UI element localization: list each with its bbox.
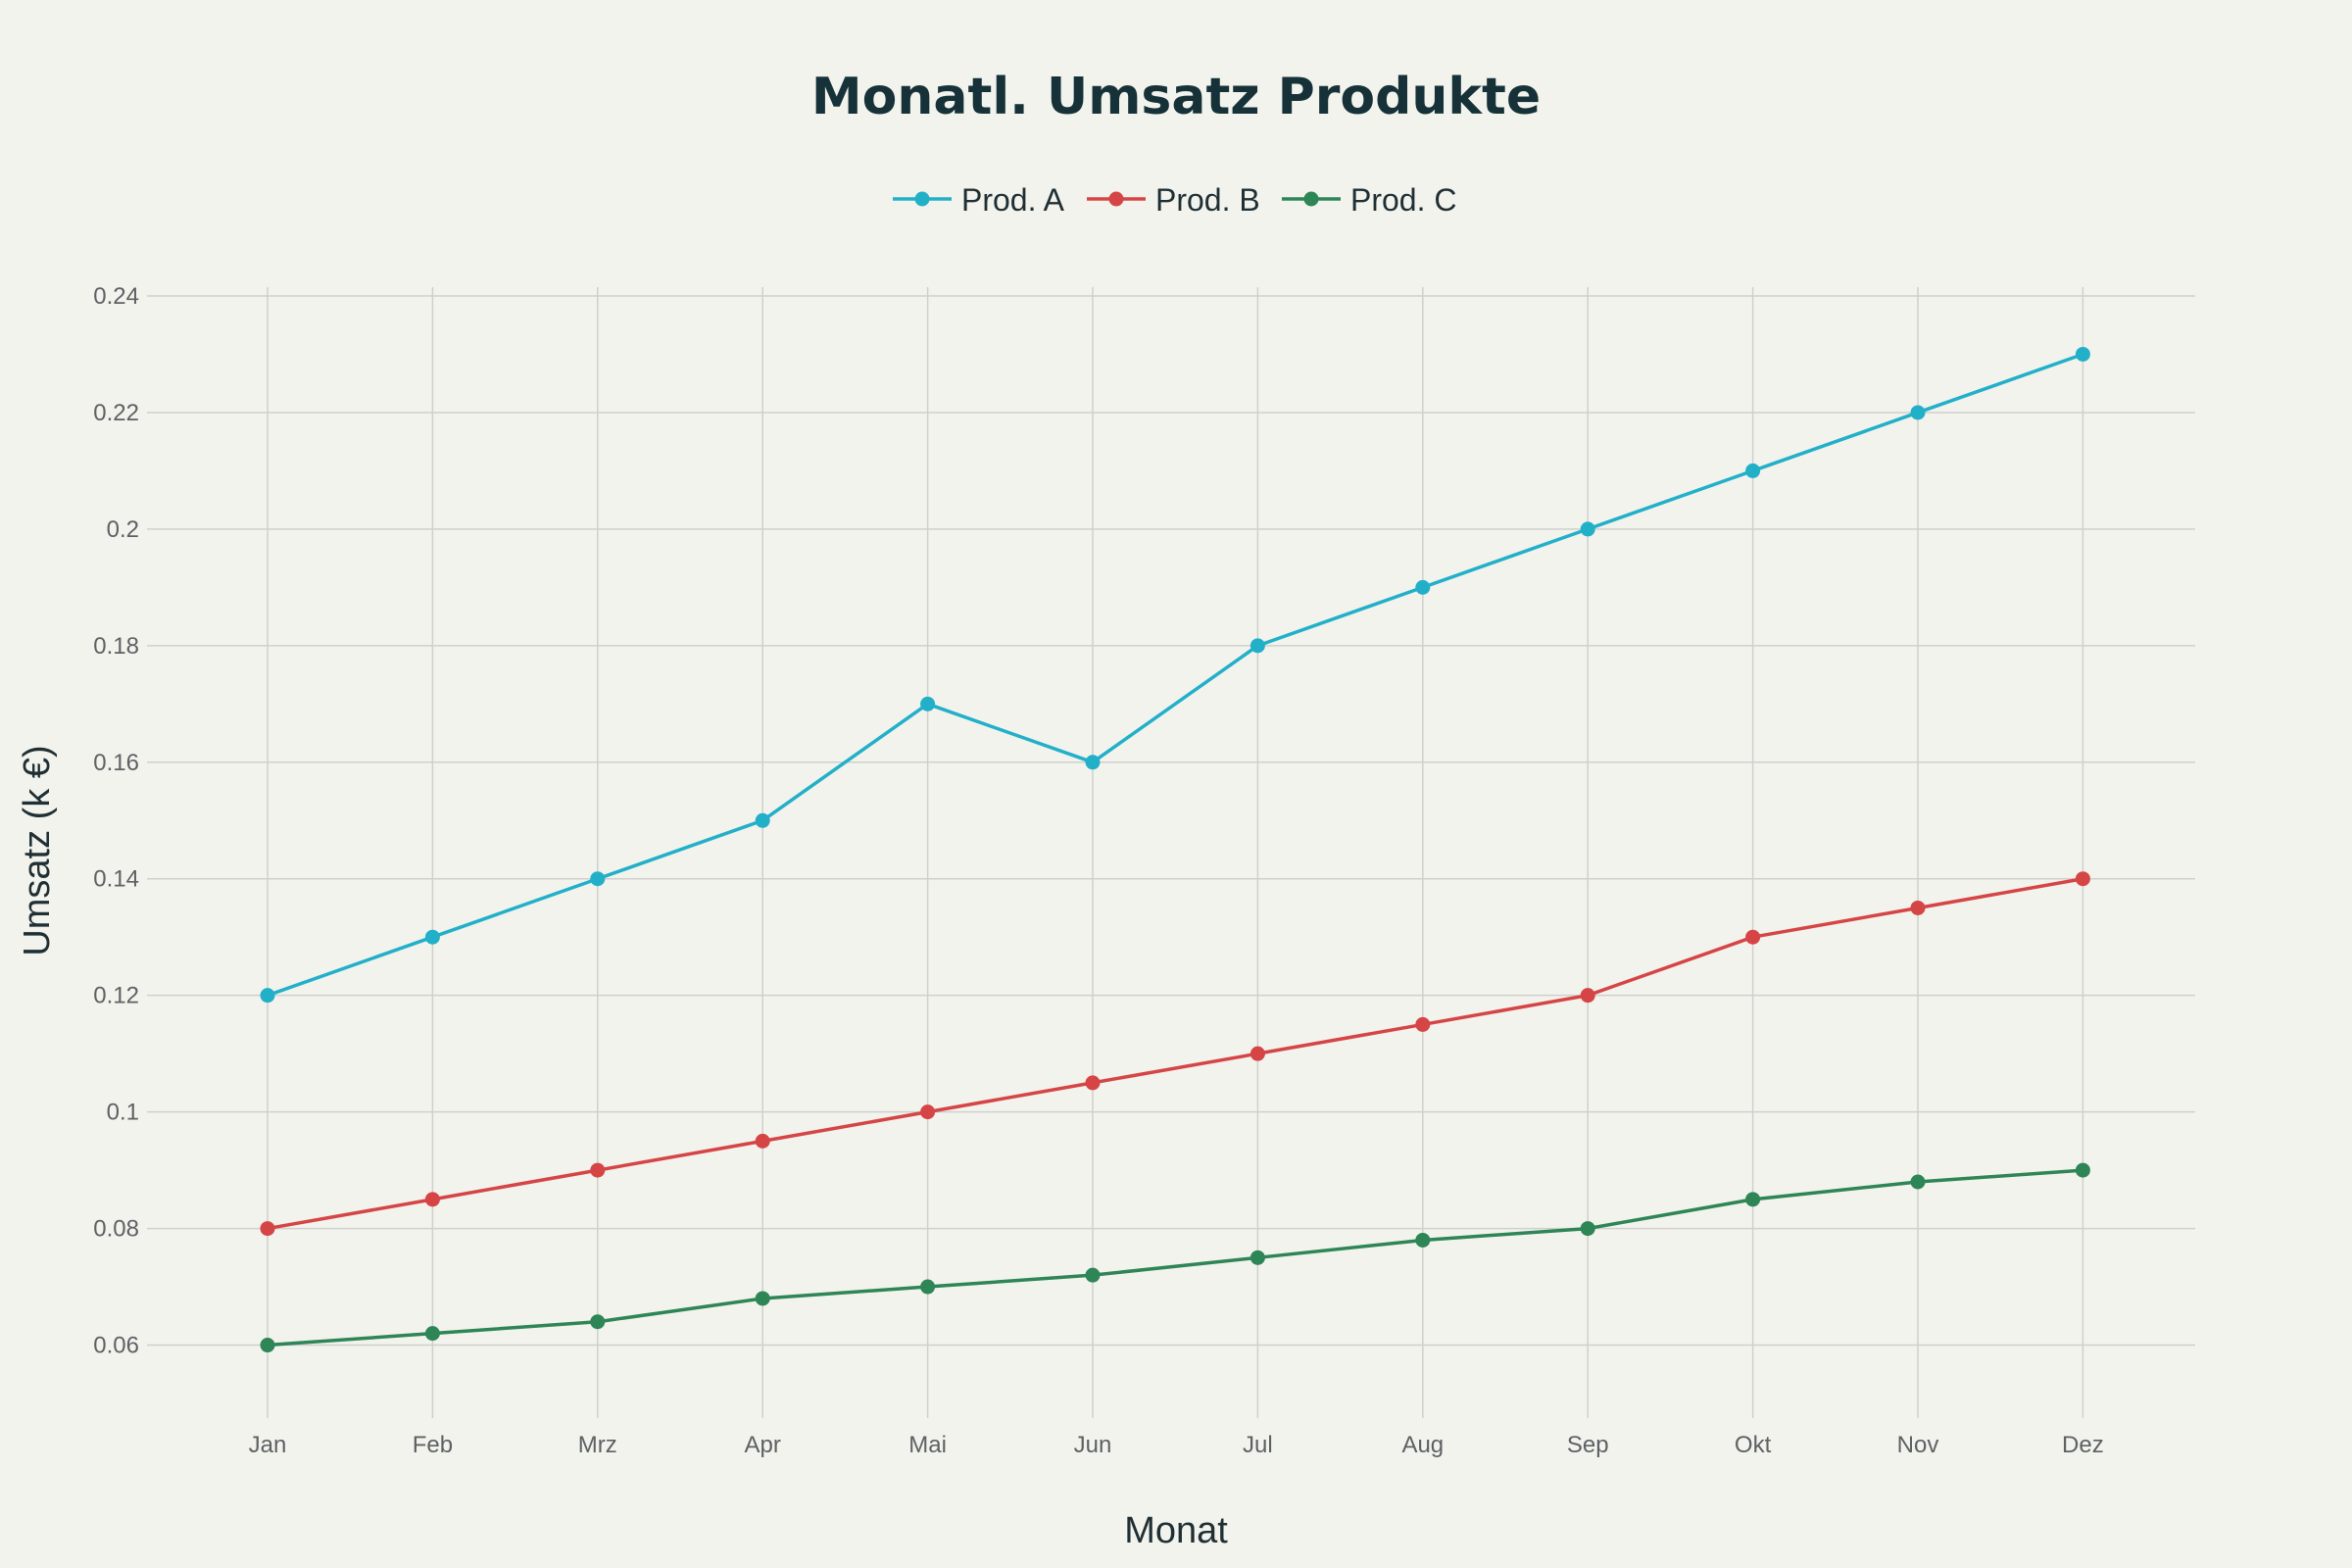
series-line xyxy=(266,1168,2085,1348)
x-tick-label: Jul xyxy=(1243,1432,1273,1458)
data-point[interactable] xyxy=(424,1192,440,1207)
series-prod-b xyxy=(260,871,2090,1237)
data-point[interactable] xyxy=(755,812,770,828)
x-tick-label: Apr xyxy=(745,1432,781,1458)
y-tick-label: 0.06 xyxy=(93,1333,139,1359)
data-point[interactable] xyxy=(590,1314,606,1330)
data-point[interactable] xyxy=(260,988,275,1004)
data-point[interactable] xyxy=(1580,988,1595,1004)
series-prod-a xyxy=(260,346,2090,1004)
y-tick-label: 0.2 xyxy=(107,516,139,543)
data-point[interactable] xyxy=(260,1221,275,1237)
y-axis-ticks: 0.06 0.08 0.1 0.12 0.14 0.16 0.18 0.2 0.22 0.24 xyxy=(93,283,139,1359)
x-tick-label: Nov xyxy=(1897,1432,1939,1458)
data-point[interactable] xyxy=(1250,638,1265,654)
data-point[interactable] xyxy=(1745,929,1761,945)
data-point[interactable] xyxy=(1910,900,1926,915)
data-point[interactable] xyxy=(1910,405,1926,420)
x-tick-label: Mai xyxy=(908,1432,947,1458)
y-tick-label: 0.18 xyxy=(93,633,139,660)
x-tick-label: Mrz xyxy=(578,1432,617,1458)
x-tick-label: Sep xyxy=(1567,1432,1609,1458)
legend-item[interactable]: Prod. B xyxy=(1087,182,1260,218)
x-tick-label: Feb xyxy=(413,1432,453,1458)
data-point[interactable] xyxy=(590,871,606,887)
x-tick-label: Jan xyxy=(249,1432,287,1458)
legend-marker-icon xyxy=(914,191,930,207)
series-layer xyxy=(260,346,2090,1353)
legend-item[interactable]: Prod. A xyxy=(893,182,1065,218)
data-point[interactable] xyxy=(1085,1267,1101,1283)
data-point[interactable] xyxy=(755,1133,770,1149)
data-point[interactable] xyxy=(920,696,936,711)
data-point[interactable] xyxy=(1580,521,1595,537)
x-tick-label: Dez xyxy=(2062,1432,2104,1458)
data-point[interactable] xyxy=(1745,463,1761,478)
data-point[interactable] xyxy=(1250,1046,1265,1061)
data-point[interactable] xyxy=(1910,1174,1926,1190)
y-axis-title: Umsatz (k €) xyxy=(17,745,58,956)
legend: Prod. A Prod. B Prod. C xyxy=(893,182,1456,218)
data-point[interactable] xyxy=(260,1338,275,1353)
data-point[interactable] xyxy=(590,1162,606,1178)
y-tick-label: 0.14 xyxy=(93,866,139,893)
data-point[interactable] xyxy=(1085,1075,1101,1091)
data-point[interactable] xyxy=(2075,871,2090,887)
legend-marker-icon xyxy=(1303,191,1319,207)
data-point[interactable] xyxy=(1745,1192,1761,1207)
y-tick-label: 0.1 xyxy=(107,1100,139,1126)
data-point[interactable] xyxy=(1415,1016,1431,1032)
y-tick-label: 0.12 xyxy=(93,983,139,1009)
y-tick-label: 0.16 xyxy=(93,750,139,776)
data-point[interactable] xyxy=(2075,346,2090,362)
x-axis-ticks: Jan Feb Mrz Apr Mai Jun Jul Aug Sep Okt Nov Dez xyxy=(249,1432,2104,1458)
data-point[interactable] xyxy=(1415,579,1431,595)
data-point[interactable] xyxy=(424,1326,440,1342)
y-tick-label: 0.08 xyxy=(93,1216,139,1243)
x-tick-label: Jun xyxy=(1074,1432,1112,1458)
legend-label: Prod. C xyxy=(1350,182,1456,218)
data-point[interactable] xyxy=(2075,1162,2090,1178)
data-point[interactable] xyxy=(920,1104,936,1120)
x-tick-label: Okt xyxy=(1735,1432,1772,1458)
data-point[interactable] xyxy=(755,1291,770,1306)
horizontal-gridlines xyxy=(147,295,2195,1347)
series-line xyxy=(266,352,2085,998)
data-point[interactable] xyxy=(1580,1221,1595,1237)
legend-label: Prod. B xyxy=(1155,182,1260,218)
data-point[interactable] xyxy=(1085,755,1101,770)
data-point[interactable] xyxy=(1415,1232,1431,1248)
x-tick-label: Aug xyxy=(1401,1432,1444,1458)
y-tick-label: 0.22 xyxy=(93,400,139,426)
data-point[interactable] xyxy=(920,1279,936,1295)
data-point[interactable] xyxy=(1250,1250,1265,1265)
chart-title: Monatl. Umsatz Produkte xyxy=(811,68,1541,126)
series-line xyxy=(266,876,2085,1231)
x-axis-title: Monat xyxy=(1124,1510,1228,1551)
legend-item[interactable]: Prod. C xyxy=(1282,182,1456,218)
legend-marker-icon xyxy=(1108,191,1124,207)
series-prod-c xyxy=(260,1162,2090,1353)
y-tick-label: 0.24 xyxy=(93,283,139,310)
data-point[interactable] xyxy=(424,929,440,945)
legend-label: Prod. A xyxy=(961,182,1065,218)
